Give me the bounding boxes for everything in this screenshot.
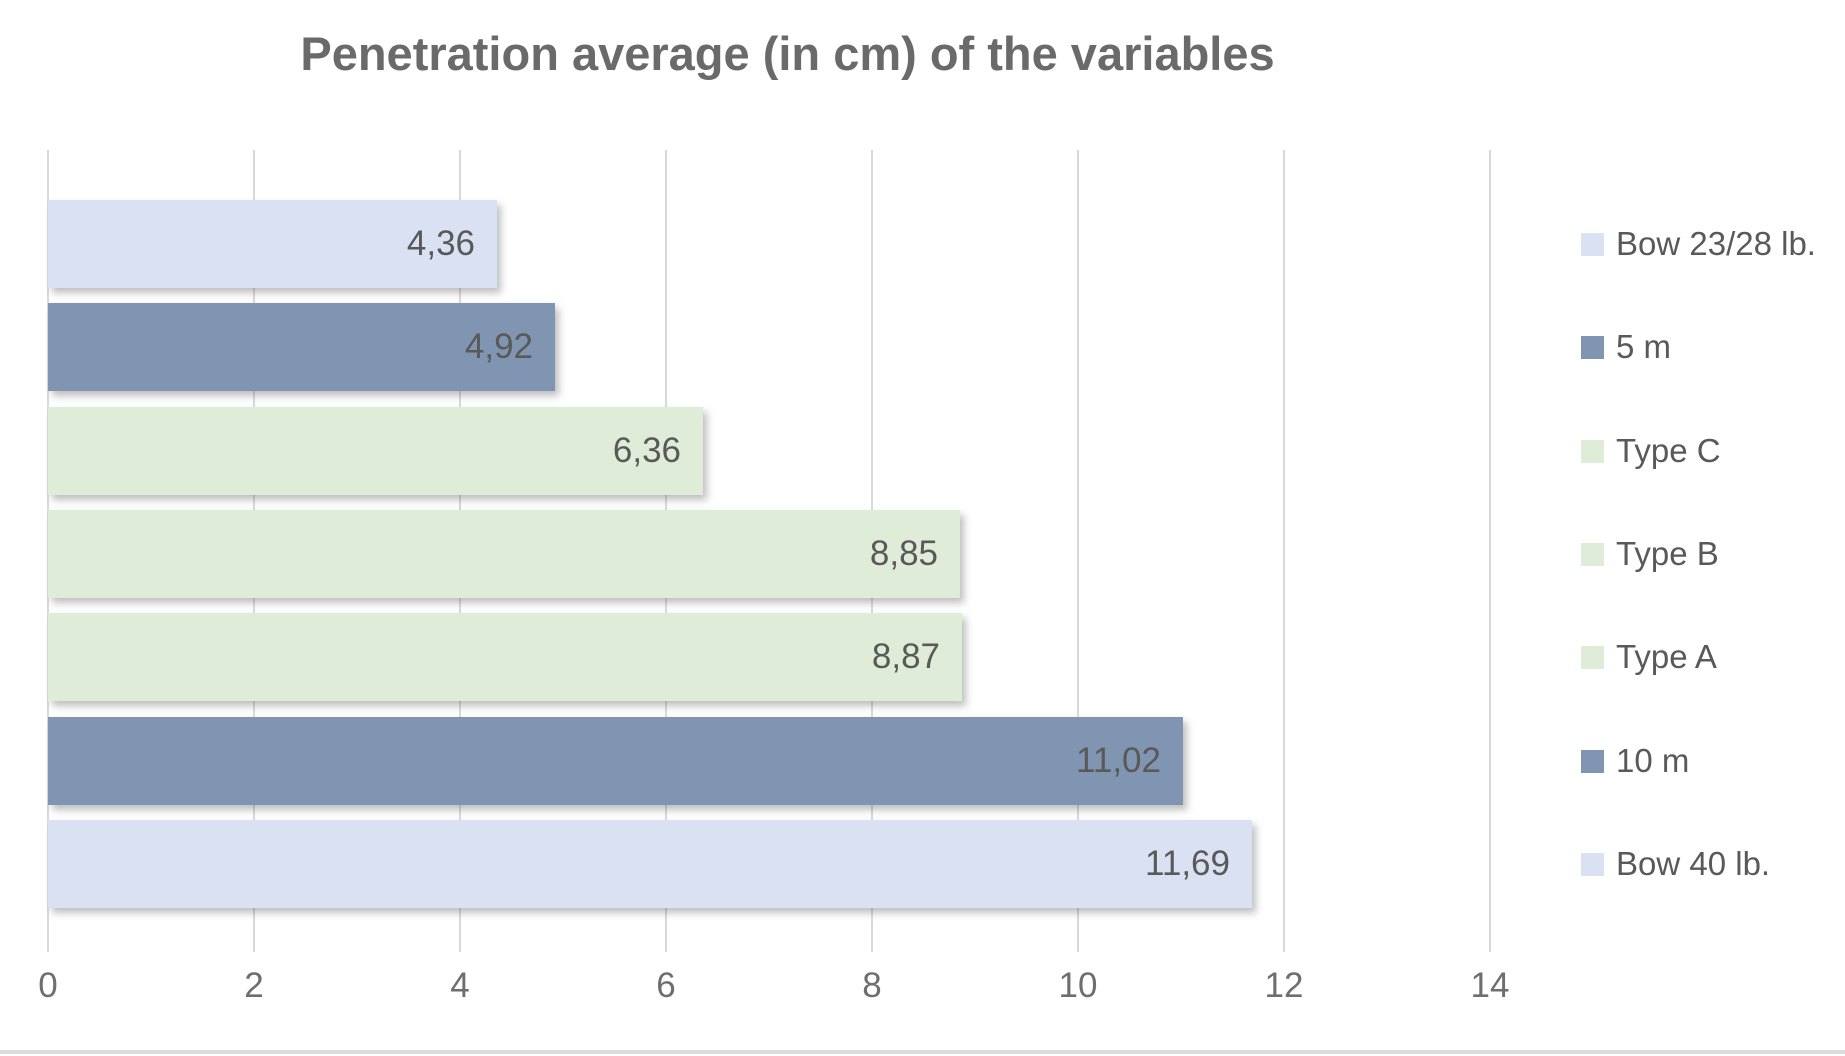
legend-label: 10 m [1616, 742, 1690, 779]
bar-bow-23-28-lb: 4,36 [48, 200, 497, 288]
bar-value-label: 6,36 [612, 431, 681, 470]
bar-5-m: 4,92 [48, 303, 555, 391]
legend-item-type-b: Type B [1581, 535, 1719, 573]
legend-label: 5 m [1616, 328, 1672, 365]
x-tick-label: 8 [862, 966, 882, 1005]
legend-swatch [1581, 645, 1604, 669]
x-tick-label: 14 [1470, 966, 1510, 1005]
legend-label: Type A [1616, 638, 1717, 675]
legend-label: Type C [1616, 432, 1721, 469]
bar-bow-40-lb: 11,69 [48, 820, 1252, 908]
legend-swatch [1581, 232, 1604, 256]
legend-swatch [1581, 439, 1604, 463]
legend-item-type-c: Type C [1581, 432, 1721, 470]
bar-value-label: 4,36 [406, 224, 475, 263]
legend-swatch [1581, 852, 1604, 876]
bar-value-label: 11,69 [1145, 844, 1230, 883]
legend-label: Bow 23/28 lb. [1616, 225, 1816, 262]
x-tick-label: 4 [450, 966, 470, 1005]
bar-10-m: 11,02 [48, 717, 1183, 805]
x-tick-label: 12 [1264, 966, 1304, 1005]
bar-value-label: 4,92 [464, 327, 533, 366]
x-tick-label: 10 [1058, 966, 1098, 1005]
legend-item-type-a: Type A [1581, 638, 1717, 676]
bar-value-label: 11,02 [1076, 741, 1161, 780]
x-tick-label: 6 [656, 966, 676, 1005]
bar-type-a: 8,87 [48, 613, 962, 701]
gridline [1489, 150, 1491, 952]
gridline [1077, 150, 1079, 952]
bar-type-b: 8,85 [48, 510, 960, 598]
legend-swatch [1581, 749, 1604, 773]
gridline [1283, 150, 1285, 952]
chart-title: Penetration average (in cm) of the varia… [300, 27, 1275, 80]
legend-item-bow-40-lb: Bow 40 lb. [1581, 845, 1770, 883]
bar-type-c: 6,36 [48, 407, 703, 495]
legend-item-10-m: 10 m [1581, 742, 1689, 780]
bar-value-label: 8,87 [871, 637, 940, 676]
legend-label: Type B [1616, 535, 1719, 572]
x-tick-label: 0 [38, 966, 58, 1005]
legend-swatch [1581, 335, 1604, 359]
legend-label: Bow 40 lb. [1616, 845, 1771, 882]
legend-swatch [1581, 542, 1604, 566]
bottom-divider [0, 1050, 1845, 1054]
legend-item-5-m: 5 m [1581, 328, 1671, 366]
bar-value-label: 8,85 [869, 534, 938, 573]
legend-item-bow-23-28-lb: Bow 23/28 lb. [1581, 225, 1816, 263]
x-tick-label: 2 [244, 966, 264, 1005]
